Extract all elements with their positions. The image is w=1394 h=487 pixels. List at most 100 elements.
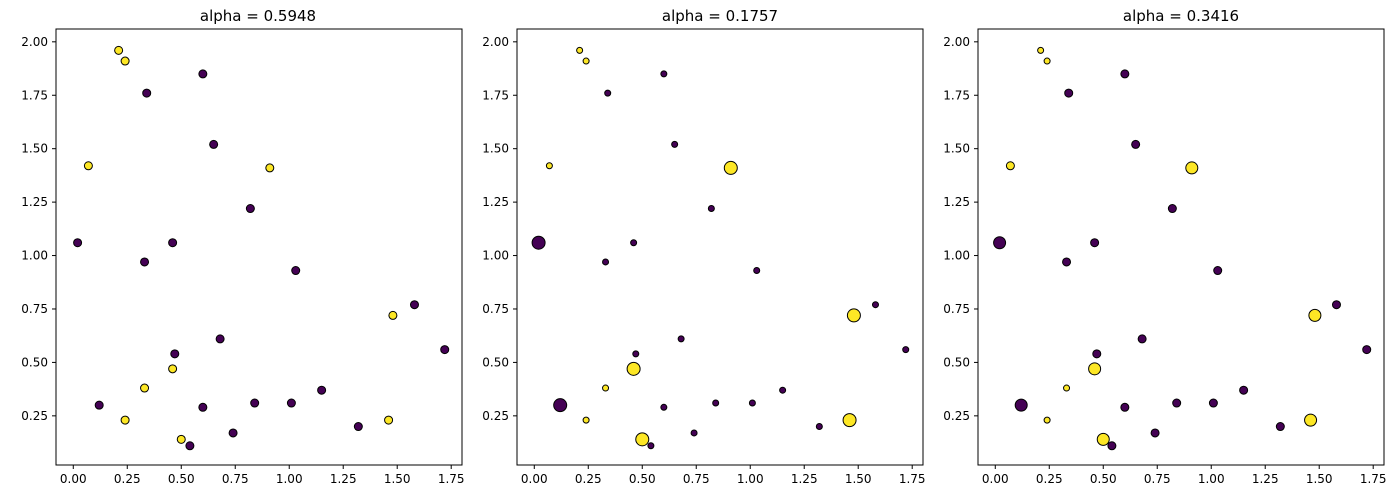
scatter-point	[142, 88, 152, 98]
scatter-point	[723, 160, 738, 175]
x-tick-label: 0.50	[629, 472, 656, 486]
scatter-point	[1208, 398, 1218, 408]
scatter-point	[553, 398, 568, 413]
scatter-point	[1063, 384, 1071, 392]
y-tick-label: 1.25	[943, 195, 970, 209]
y-tick-label: 0.75	[482, 302, 509, 316]
scatter-point	[1096, 432, 1110, 446]
scatter-point	[815, 423, 823, 431]
y-tick-label: 0.50	[482, 355, 509, 369]
scatter-point	[1150, 428, 1160, 438]
scatter-point	[120, 56, 130, 66]
x-tick-label: 1.25	[330, 472, 357, 486]
scatter-point	[576, 46, 584, 54]
y-tick-label: 2.00	[482, 35, 509, 49]
scatter-point	[1120, 402, 1130, 412]
scatter-point	[1185, 161, 1199, 175]
y-tick-label: 1.25	[482, 195, 509, 209]
scatter-point	[440, 345, 450, 355]
scatter-point	[660, 70, 668, 78]
scatter-point	[1137, 334, 1147, 344]
chart-title: alpha = 0.3416	[1123, 7, 1239, 25]
scatter-point	[409, 300, 419, 310]
scatter-point	[83, 161, 93, 171]
scatter-point	[170, 349, 180, 359]
scatter-point	[245, 204, 255, 214]
subplot-3: alpha = 0.3416 0.00 0.25 0.50 0.75 1.00 1.25 1…	[943, 7, 1386, 486]
y-tick-label: 0.25	[482, 409, 509, 423]
x-tick-label: 1.00	[737, 472, 764, 486]
y-tick-label: 2.00	[943, 35, 970, 49]
scatter-point	[114, 45, 124, 55]
scatter-point	[228, 428, 238, 438]
y-tick-label: 1.75	[943, 88, 970, 102]
x-tick-label: 1.50	[1306, 472, 1333, 486]
y-tick-label: 1.25	[21, 195, 48, 209]
scatter-point	[384, 415, 394, 425]
x-tick-label: 1.75	[438, 472, 465, 486]
scatter-point	[198, 69, 208, 79]
points	[993, 46, 1372, 451]
y-tick-label: 0.25	[943, 409, 970, 423]
scatter-point	[1090, 238, 1100, 248]
x-tick-label: 1.25	[791, 472, 818, 486]
x-tick-label: 1.50	[845, 472, 872, 486]
x-tick-label: 1.25	[1252, 472, 1279, 486]
chart-title: alpha = 0.1757	[662, 7, 778, 25]
scatter-point	[871, 301, 879, 309]
x-tick-label: 1.00	[1198, 472, 1225, 486]
x-tick-label: 0.50	[168, 472, 195, 486]
scatter-point	[1120, 69, 1130, 79]
chart-title: alpha = 0.5948	[200, 7, 316, 25]
x-tick-label: 0.50	[1090, 472, 1117, 486]
scatter-point	[120, 415, 130, 425]
scatter-point	[1131, 139, 1141, 149]
x-tick-label: 1.75	[1360, 472, 1387, 486]
y-tick-label: 1.75	[482, 88, 509, 102]
scatter-point	[1213, 266, 1223, 276]
y-tick-label: 0.75	[21, 302, 48, 316]
scatter-point	[902, 346, 910, 354]
scatter-point	[140, 383, 150, 393]
scatter-point	[1172, 398, 1182, 408]
scatter-point	[690, 429, 698, 437]
axis-ticks: 0.00 0.25 0.50 0.75 1.00 1.25 1.50 1.75 0.25 0.50…	[21, 35, 464, 486]
y-tick-label: 1.00	[482, 249, 509, 263]
scatter-point	[1362, 345, 1372, 355]
scatter-point	[671, 140, 679, 148]
scatter-point	[140, 257, 150, 267]
scatter-point	[1167, 204, 1177, 214]
x-tick-label: 1.00	[276, 472, 303, 486]
scatter-point	[630, 239, 638, 247]
x-tick-label: 0.00	[60, 472, 87, 486]
scatter-point	[1331, 300, 1341, 310]
scatter-point	[1308, 308, 1322, 322]
y-tick-label: 0.50	[21, 355, 48, 369]
axis-ticks: 0.00 0.25 0.50 0.75 1.00 1.25 1.50 1.75 0.25 0.50…	[482, 35, 925, 486]
scatter-point	[779, 386, 787, 394]
scatter-point	[317, 385, 327, 395]
scatter-point	[1064, 88, 1074, 98]
scatter-point	[250, 398, 260, 408]
scatter-point	[712, 399, 720, 407]
y-tick-label: 1.50	[943, 142, 970, 156]
scatter-point	[353, 422, 363, 432]
subplot-1: alpha = 0.5948 0.00 0.25 0.50 0.75 1.00 1.25 1…	[21, 7, 464, 486]
scatter-point	[632, 350, 640, 358]
x-tick-label: 1.75	[899, 472, 926, 486]
y-tick-label: 1.00	[943, 249, 970, 263]
x-tick-label: 1.50	[384, 472, 411, 486]
x-tick-label: 0.00	[521, 472, 548, 486]
scatter-point	[677, 335, 685, 343]
scatter-point	[635, 432, 650, 447]
x-tick-label: 0.25	[114, 472, 141, 486]
y-tick-label: 1.50	[21, 142, 48, 156]
x-tick-label: 0.00	[982, 472, 1009, 486]
scatter-point	[660, 403, 668, 411]
scatter-point	[1239, 385, 1249, 395]
scatter-point	[388, 310, 398, 320]
x-tick-label: 0.75	[683, 472, 710, 486]
y-tick-label: 2.00	[21, 35, 48, 49]
x-tick-label: 0.75	[222, 472, 249, 486]
